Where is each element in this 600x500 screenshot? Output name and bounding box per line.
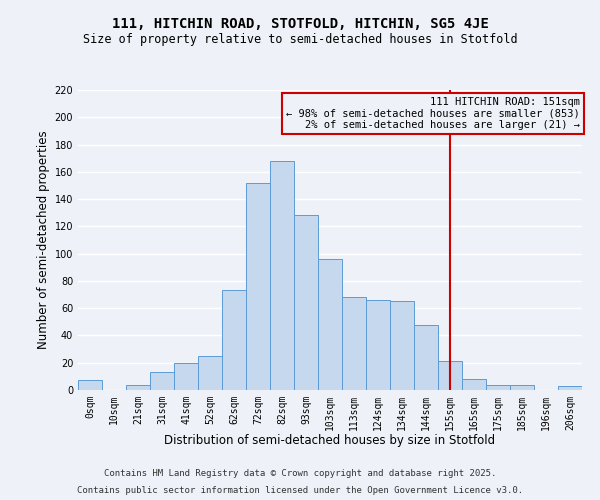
Bar <box>246 182 270 390</box>
Y-axis label: Number of semi-detached properties: Number of semi-detached properties <box>37 130 50 350</box>
X-axis label: Distribution of semi-detached houses by size in Stotfold: Distribution of semi-detached houses by … <box>164 434 496 448</box>
Bar <box>318 259 342 390</box>
Bar <box>150 372 174 390</box>
Bar <box>342 298 366 390</box>
Bar <box>270 161 294 390</box>
Bar <box>390 302 414 390</box>
Bar <box>198 356 222 390</box>
Text: 111, HITCHIN ROAD, STOTFOLD, HITCHIN, SG5 4JE: 111, HITCHIN ROAD, STOTFOLD, HITCHIN, SG… <box>112 18 488 32</box>
Bar <box>366 300 390 390</box>
Bar <box>294 216 318 390</box>
Bar <box>78 380 102 390</box>
Bar <box>222 290 246 390</box>
Bar <box>486 384 510 390</box>
Text: Contains public sector information licensed under the Open Government Licence v3: Contains public sector information licen… <box>77 486 523 495</box>
Bar <box>462 379 486 390</box>
Bar <box>126 384 150 390</box>
Bar <box>174 362 198 390</box>
Bar <box>510 384 534 390</box>
Text: 111 HITCHIN ROAD: 151sqm
← 98% of semi-detached houses are smaller (853)
2% of s: 111 HITCHIN ROAD: 151sqm ← 98% of semi-d… <box>286 97 580 130</box>
Bar <box>414 324 438 390</box>
Bar <box>558 386 582 390</box>
Bar <box>438 362 462 390</box>
Text: Contains HM Land Registry data © Crown copyright and database right 2025.: Contains HM Land Registry data © Crown c… <box>104 468 496 477</box>
Text: Size of property relative to semi-detached houses in Stotfold: Size of property relative to semi-detach… <box>83 32 517 46</box>
